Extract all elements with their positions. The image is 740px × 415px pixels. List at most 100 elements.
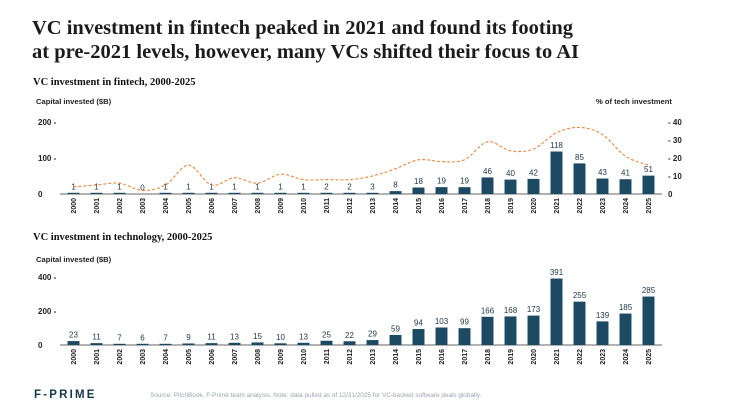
tech-bar-value-label: 7	[163, 333, 168, 342]
tech-x-tick-label: 2013	[370, 349, 377, 365]
tech-x-tick-label: 2025	[646, 349, 653, 365]
tech-y-axis-label: Capital invested ($B)	[36, 255, 112, 264]
tech-x-tick-label: 2024	[623, 349, 630, 365]
fintech-bar-value-label: 1	[301, 182, 306, 191]
tech-bar	[159, 343, 172, 345]
headline-line-2: at pre-2021 levels, however, many VCs sh…	[32, 41, 580, 63]
fintech-bar	[550, 151, 563, 194]
fintech-x-tick-label: 2014	[393, 198, 400, 214]
tech-bar-value-label: 23	[69, 331, 78, 340]
headline-line-1: VC investment in fintech peaked in 2021 …	[32, 17, 574, 39]
fintech-y-tick-label: 0	[38, 190, 43, 199]
fintech-bar-value-label: 1	[232, 182, 237, 191]
tech-y-tick-label: 0	[38, 341, 43, 350]
fintech-y2-axis-label: % of tech investment	[596, 97, 672, 106]
fintech-bar	[228, 192, 241, 194]
fintech-x-tick-label: 2025	[646, 198, 653, 214]
fintech-bar	[596, 178, 609, 194]
tech-bar-value-label: 99	[460, 318, 469, 327]
fintech-x-tick-label: 2024	[623, 198, 630, 214]
fintech-bar	[297, 192, 310, 194]
fintech-y2-tick-label: - 10	[668, 172, 682, 181]
fintech-x-tick-label: 2011	[324, 198, 331, 213]
fintech-bar	[205, 192, 218, 194]
tech-bar-value-label: 13	[230, 332, 239, 341]
fintech-bar-value-label: 51	[644, 165, 653, 174]
fintech-bar-value-label: 118	[550, 141, 563, 150]
tech-x-tick-label: 2020	[531, 349, 538, 365]
fintech-y-tick-label: 100 -	[38, 154, 57, 163]
tech-bar	[205, 343, 218, 345]
tech-x-tick-label: 2008	[255, 349, 262, 365]
tech-x-tick-label: 2023	[600, 349, 607, 365]
tech-chart: 400 - 200 - 0 23 11 7 6 7 9 11 13 15 10 13 25 22 29 59 94 1…	[38, 268, 662, 365]
fintech-x-tick-label: 2012	[347, 198, 354, 214]
fintech-bar	[573, 163, 586, 194]
fintech-x-tick-label: 2023	[600, 198, 607, 214]
fintech-x-tick-label: 2015	[416, 198, 423, 214]
fintech-x-tick-label: 2013	[370, 198, 377, 214]
tech-bar	[320, 340, 333, 345]
fintech-bar-value-label: 3	[370, 182, 375, 191]
fintech-y-axis-label: Capital invested ($B)	[36, 97, 112, 106]
fintech-bar	[389, 191, 402, 194]
fintech-bar	[67, 192, 80, 194]
page-headline: VC investment in fintech peaked in 2021 …	[32, 16, 722, 64]
tech-y-tick-label: 400 -	[38, 273, 57, 282]
tech-bar	[113, 343, 126, 345]
tech-bar	[182, 343, 195, 345]
fintech-x-tick-label: 2009	[278, 198, 285, 214]
tech-bar	[297, 342, 310, 345]
fintech-bar-value-label: 40	[506, 169, 515, 178]
fintech-bar-value-label: 18	[414, 177, 423, 186]
tech-bar-value-label: 185	[619, 303, 633, 312]
fintech-x-tick-label: 2007	[232, 198, 239, 214]
fintech-bar-value-label: 2	[347, 182, 352, 191]
tech-x-tick-label: 2014	[393, 349, 400, 365]
tech-x-tick-label: 2019	[508, 349, 515, 365]
fintech-chart-title: VC investment in fintech, 2000-2025	[33, 77, 196, 88]
fintech-bar	[481, 177, 494, 194]
fintech-x-tick-label: 2008	[255, 198, 262, 214]
tech-bar	[274, 343, 287, 345]
fintech-y2-tick-label: 0	[668, 190, 673, 199]
fintech-bar	[113, 192, 126, 194]
tech-x-tick-label: 2021	[554, 349, 561, 365]
tech-x-tick-label: 2010	[301, 349, 308, 365]
fintech-x-tick-label: 2017	[462, 198, 469, 214]
fintech-bar-value-label: 1	[117, 182, 122, 191]
fintech-bar	[435, 187, 448, 194]
fintech-bar	[412, 187, 425, 194]
tech-x-tick-label: 2005	[186, 349, 193, 365]
tech-bar	[527, 315, 540, 345]
tech-bar	[435, 327, 448, 345]
tech-bar-value-label: 6	[140, 333, 145, 342]
tech-bar	[389, 334, 402, 345]
fintech-bar	[251, 192, 264, 194]
fintech-bar	[182, 192, 195, 194]
tech-bar-value-label: 11	[207, 333, 216, 342]
fintech-bar-value-label: 1	[255, 182, 260, 191]
tech-bar-value-label: 391	[550, 268, 564, 277]
tech-x-tick-label: 2017	[462, 349, 469, 365]
tech-bar-value-label: 94	[414, 319, 423, 328]
tech-x-tick-label: 2015	[416, 349, 423, 365]
tech-bar-value-label: 139	[596, 311, 610, 320]
fintech-bar-value-label: 85	[575, 153, 584, 162]
fintech-x-tick-label: 2022	[577, 198, 584, 214]
tech-bar	[136, 343, 149, 345]
fintech-x-tick-label: 2005	[186, 198, 193, 214]
tech-bar	[550, 278, 563, 345]
tech-bar	[251, 342, 264, 345]
fintech-bar-value-label: 19	[437, 177, 446, 186]
tech-bar-value-label: 166	[481, 306, 495, 315]
tech-bar-value-label: 168	[504, 306, 518, 315]
fintech-y2-tick-label: - 20	[668, 154, 682, 163]
tech-bar-value-label: 7	[117, 333, 122, 342]
tech-bar	[573, 301, 586, 345]
fintech-bar	[274, 192, 287, 194]
tech-bar-value-label: 59	[391, 324, 400, 333]
fintech-x-tick-label: 2020	[531, 198, 538, 214]
tech-chart-title: VC investment in technology, 2000-2025	[33, 232, 213, 243]
fintech-bar-value-label: 19	[460, 177, 469, 186]
